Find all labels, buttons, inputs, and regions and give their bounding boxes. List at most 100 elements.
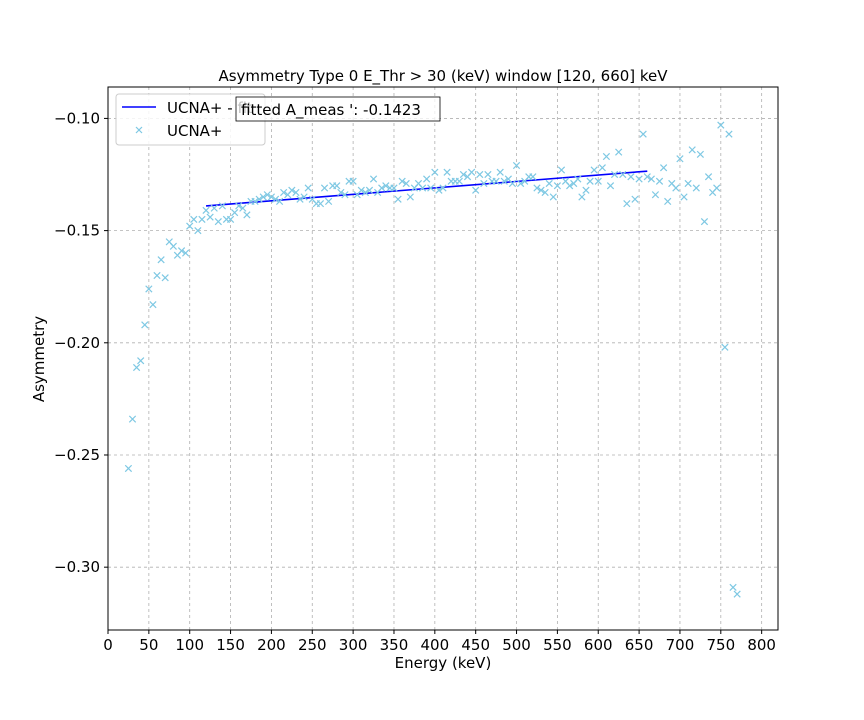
scatter-point bbox=[729, 583, 737, 591]
scatter-point bbox=[177, 247, 186, 255]
scatter-point bbox=[132, 363, 141, 372]
legend-fit-label: UCNA+ - fit bbox=[167, 99, 253, 117]
scatter-point bbox=[251, 197, 259, 206]
scatter-point bbox=[357, 186, 365, 194]
scatter-point bbox=[239, 204, 247, 212]
scatter-point bbox=[390, 184, 398, 192]
y-axis-label: Asymmetry bbox=[30, 316, 48, 402]
scatter-point bbox=[594, 177, 602, 185]
scatter-point bbox=[512, 161, 521, 170]
x-tick-label: 550 bbox=[543, 636, 572, 654]
scatter-point bbox=[194, 226, 202, 235]
scatter-point bbox=[467, 168, 476, 176]
scatter-point bbox=[516, 179, 525, 188]
y-tick-label: −0.15 bbox=[54, 222, 100, 240]
scatter-point bbox=[549, 193, 557, 201]
scatter-point bbox=[157, 256, 165, 264]
x-tick-label: 650 bbox=[625, 636, 654, 654]
scatter-point bbox=[406, 193, 414, 201]
scatter-point bbox=[378, 184, 386, 192]
scatter-point bbox=[623, 200, 631, 208]
scatter-point bbox=[676, 155, 684, 163]
scatter-point bbox=[684, 179, 692, 188]
fit-annotation: fitted A_meas ': -0.1423 bbox=[235, 96, 441, 122]
scatter-point bbox=[582, 186, 590, 194]
scatter-point bbox=[149, 301, 157, 309]
annotation-box bbox=[235, 96, 441, 122]
scatter-point bbox=[145, 285, 153, 293]
scatter-point bbox=[610, 170, 619, 179]
scatter-point bbox=[296, 195, 304, 203]
x-tick-label: 800 bbox=[747, 636, 776, 654]
legend-scatter-label: UCNA+ bbox=[167, 122, 223, 140]
y-tick-label: −0.30 bbox=[54, 558, 100, 576]
scatter-point bbox=[382, 182, 390, 190]
scatter-point bbox=[255, 195, 263, 203]
scatter-point bbox=[124, 464, 133, 473]
scatter-point bbox=[141, 321, 149, 329]
scatter-point bbox=[218, 202, 227, 210]
scatter-point bbox=[324, 197, 333, 206]
scatter-point bbox=[647, 175, 655, 183]
scatter-point bbox=[492, 177, 500, 185]
scatter-point bbox=[541, 188, 549, 197]
scatter-point bbox=[655, 177, 664, 185]
scatter-point bbox=[704, 173, 713, 181]
fit-line bbox=[205, 170, 648, 207]
scatter-point bbox=[300, 193, 308, 201]
scatter-point bbox=[288, 186, 296, 194]
scatter-point bbox=[369, 175, 378, 183]
scatter-point bbox=[574, 175, 582, 183]
scatter-point bbox=[292, 188, 300, 197]
x-tick-label: 0 bbox=[103, 636, 113, 654]
scatter-point bbox=[128, 415, 137, 423]
x-tick-label: 750 bbox=[706, 636, 735, 654]
scatter-point bbox=[692, 184, 700, 192]
x-tick-label: 450 bbox=[461, 636, 490, 654]
scatter-point bbox=[557, 166, 566, 174]
scatter-point bbox=[664, 197, 672, 206]
scatter-point bbox=[423, 175, 431, 183]
x-tick-label: 350 bbox=[380, 636, 409, 654]
plot-frame bbox=[107, 86, 779, 631]
scatter-point bbox=[365, 186, 374, 194]
scatter-point bbox=[443, 168, 451, 176]
scatter-point bbox=[275, 197, 284, 206]
y-axis-ticks: −0.30 −0.25 −0.20 −0.15 −0.10 bbox=[54, 109, 108, 576]
scatter-point bbox=[190, 215, 198, 224]
scatter-point bbox=[349, 177, 357, 185]
scatter-point bbox=[206, 213, 214, 221]
scatter-point bbox=[651, 191, 660, 199]
legend: UCNA+ - fit UCNA+ bbox=[115, 93, 266, 146]
x-tick-label: 700 bbox=[666, 636, 695, 654]
x-tick-label: 50 bbox=[139, 636, 158, 654]
scatter-point bbox=[226, 215, 235, 224]
scatter-point bbox=[181, 249, 190, 257]
scatter-point bbox=[713, 184, 721, 192]
scatter-point bbox=[186, 222, 194, 230]
scatter-point bbox=[361, 188, 370, 197]
scatter-point bbox=[659, 164, 668, 172]
scatter-point bbox=[402, 179, 410, 188]
x-tick-label: 300 bbox=[339, 636, 368, 654]
x-axis-label: Energy (keV) bbox=[395, 654, 492, 672]
legend-scatter-marker bbox=[135, 126, 143, 134]
scatter-point bbox=[394, 195, 402, 203]
scatter-point bbox=[418, 184, 427, 192]
scatter-point bbox=[537, 186, 545, 194]
scatter-point bbox=[680, 193, 688, 201]
scatter-point bbox=[631, 195, 639, 203]
scatter-point bbox=[672, 184, 680, 192]
scatter-point bbox=[590, 166, 598, 174]
scatter-point bbox=[598, 164, 606, 172]
scatter-point bbox=[280, 188, 288, 197]
scatter-point bbox=[602, 152, 611, 161]
x-tick-label: 600 bbox=[584, 636, 613, 654]
scatter-points bbox=[124, 121, 741, 598]
annotation-text: fitted A_meas ': -0.1423 bbox=[241, 101, 421, 120]
scatter-point bbox=[263, 191, 271, 199]
x-tick-label: 500 bbox=[502, 636, 531, 654]
scatter-point bbox=[439, 184, 447, 192]
scatter-point bbox=[202, 206, 210, 215]
